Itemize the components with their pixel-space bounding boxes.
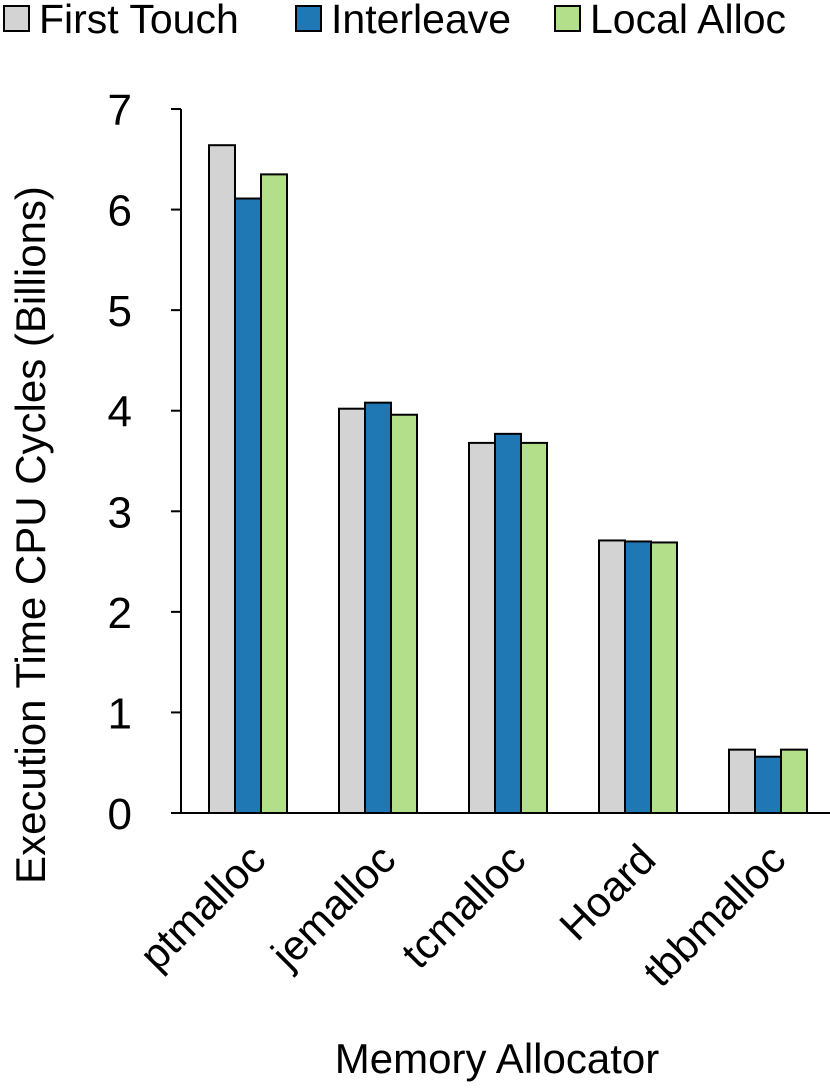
legend-label-interleave: Interleave [331,0,511,42]
bar-jemalloc-interleave [364,401,392,814]
bar-tbbmalloc-local-alloc [780,748,808,815]
y-tick-label-1: 1 [108,689,132,738]
bar-tcmalloc-first-touch [468,441,496,814]
bar-hoard-first-touch [598,539,626,814]
bar-jemalloc-first-touch [338,407,366,814]
y-axis-title: Execution Time CPU Cycles (Billions) [7,186,54,884]
y-tick-label-2: 2 [108,589,132,638]
y-tick-label-3: 3 [108,488,132,537]
bar-ptmalloc-interleave [234,197,262,815]
x-tick-label-tcmalloc: tcmalloc [392,835,534,977]
bar-jemalloc-local-alloc [390,413,418,814]
x-tick-label-ptmalloc: ptmalloc [131,835,275,979]
bar-tcmalloc-interleave [494,432,522,814]
legend-swatch-interleave [295,5,322,32]
bar-tcmalloc-local-alloc [520,441,548,814]
y-tick-label-4: 4 [108,388,132,437]
x-axis-title: Memory Allocator [335,1035,659,1082]
legend-item-first-touch: First Touch [3,0,239,42]
x-tick-label-jemalloc: jemalloc [261,835,405,979]
bar-ptmalloc-local-alloc [260,173,288,815]
bar-hoard-interleave [624,540,652,814]
bar-hoard-local-alloc [650,541,678,814]
legend-label-first-touch: First Touch [39,0,239,42]
y-tick-label-0: 0 [108,790,132,839]
y-tick-label-6: 6 [108,187,132,236]
x-tick-label-hoard: Hoard [550,835,664,949]
y-tick-label-7: 7 [108,86,132,135]
bar-ptmalloc-first-touch [208,144,236,815]
y-tick-label-5: 5 [108,287,132,336]
legend-item-interleave: Interleave [295,0,511,42]
legend: First Touch Interleave Local Alloc [3,0,786,42]
legend-item-local-alloc: Local Alloc [554,0,786,42]
bar-tbbmalloc-interleave [754,755,782,814]
bar-tbbmalloc-first-touch [728,748,756,815]
legend-swatch-local-alloc [554,5,581,32]
x-tick-label-tbbmalloc: tbbmalloc [634,835,794,995]
legend-swatch-first-touch [3,5,30,32]
legend-label-local-alloc: Local Alloc [590,0,786,42]
